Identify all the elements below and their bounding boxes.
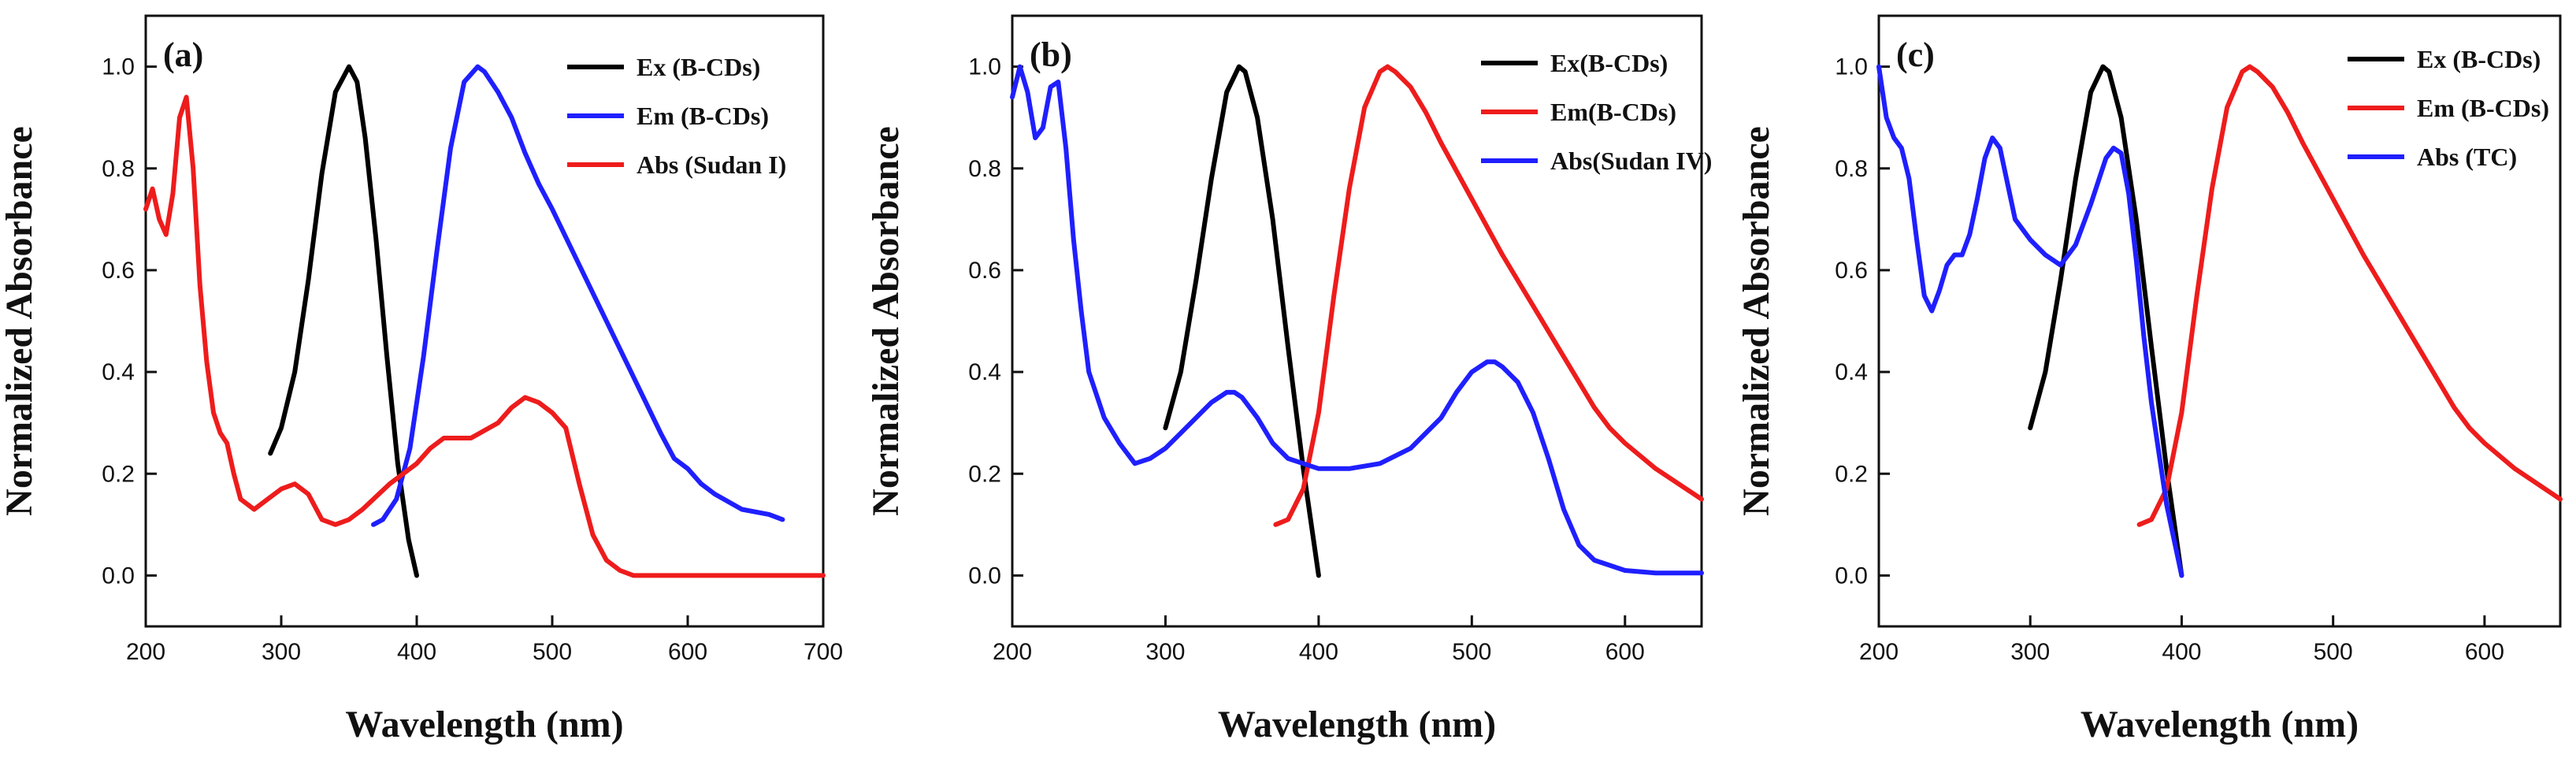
legend-label: Abs (Sudan I) [637,150,786,179]
chart-panel-3: 200 300 400 500 600 0.0 0.2 0.4 0.6 0.8 1.0 Wavelen… [1735,14,2563,745]
y-tick-label: 0.0 [1835,563,1868,589]
y-tick-label: 0.4 [968,359,1001,385]
legend-label: Ex(B-CDs) [1550,49,1668,77]
series-line-3 [1876,64,2184,578]
series-line-3 [1010,64,1704,576]
plot-frame [144,14,825,628]
y-tick-label: 0.2 [1835,461,1868,487]
panel-label: (b) [1030,35,1072,74]
x-tick-label: 300 [262,639,301,665]
series-line-1 [1163,64,1321,578]
y-tick-label: 0.8 [968,156,1001,182]
legend: Ex (B-CDs) Em (B-CDs) Abs (Sudan I) [567,53,786,179]
x-tick-label: 500 [533,639,572,665]
y-tick-label: 0.8 [1835,156,1868,182]
legend-label: Ex (B-CDs) [637,53,760,81]
y-tick-label: 0.0 [968,563,1001,589]
panel-label: (c) [1896,35,1935,74]
x-tick-label: 200 [1859,639,1899,665]
series-line-1 [2028,64,2184,578]
series-line-2 [2136,64,2563,527]
y-tick-label: 0.6 [102,258,135,284]
chart-panel-1: 200 300 400 500 600 700 0.0 0.2 0.4 0.6 0.8 1.0 Wave… [0,14,843,745]
x-tick-label: 200 [126,639,165,665]
x-tick-label: 700 [804,639,843,665]
y-tick-label: 0.8 [102,156,135,182]
y-tick-label: 0.6 [968,258,1001,284]
x-tick-label: 400 [397,639,436,665]
y-tick-label: 0.4 [102,359,135,385]
legend-label: Abs(Sudan IV) [1550,147,1712,175]
legend: Ex (B-CDs) Em (B-CDs) Abs (TC) [2348,45,2549,171]
x-tick-label: 600 [1605,639,1645,665]
chart-panel-2: 200 300 400 500 600 0.0 0.2 0.4 0.6 0.8 1.0 Wavelen… [865,14,1712,745]
x-tick-label: 500 [1452,639,1491,665]
x-tick-label: 300 [1145,639,1185,665]
series-line-2 [371,64,785,527]
plot-frame [1011,14,1703,628]
legend-label: Abs (TC) [2417,143,2517,171]
y-tick-label: 0.4 [1835,359,1868,385]
y-tick-label: 0.6 [1835,258,1868,284]
legend-label: Em (B-CDs) [637,102,769,130]
x-tick-label: 500 [2314,639,2353,665]
series-line-3 [143,95,826,578]
y-tick-label: 1.0 [968,54,1001,80]
legend: Ex(B-CDs) Em(B-CDs) Abs(Sudan IV) [1481,49,1712,175]
x-tick-label: 200 [993,639,1032,665]
y-tick-label: 0.0 [102,563,135,589]
x-axis-title: Wavelength (nm) [345,704,623,745]
x-axis-title: Wavelength (nm) [1218,704,1496,745]
y-tick-label: 1.0 [1835,54,1868,80]
y-tick-label: 0.2 [102,461,135,487]
y-tick-label: 1.0 [102,54,135,80]
legend-label: Ex (B-CDs) [2417,45,2541,73]
x-axis-title: Wavelength (nm) [2080,704,2359,745]
y-axis-title: Normalized Absorbance [0,126,40,516]
y-axis-title: Normalized Absorbance [865,126,907,516]
x-tick-label: 300 [2010,639,2050,665]
legend-label: Em(B-CDs) [1550,98,1676,126]
x-tick-label: 600 [2465,639,2504,665]
x-tick-label: 400 [2162,639,2201,665]
x-tick-label: 600 [668,639,707,665]
y-axis-title: Normalized Absorbance [1735,126,1777,516]
y-tick-label: 0.2 [968,461,1001,487]
panel-label: (a) [163,35,203,74]
series-line-2 [1273,64,1704,527]
x-tick-label: 400 [1299,639,1338,665]
legend-label: Em (B-CDs) [2417,94,2549,122]
plot-frame [1877,14,2562,628]
series-line-1 [268,64,419,578]
